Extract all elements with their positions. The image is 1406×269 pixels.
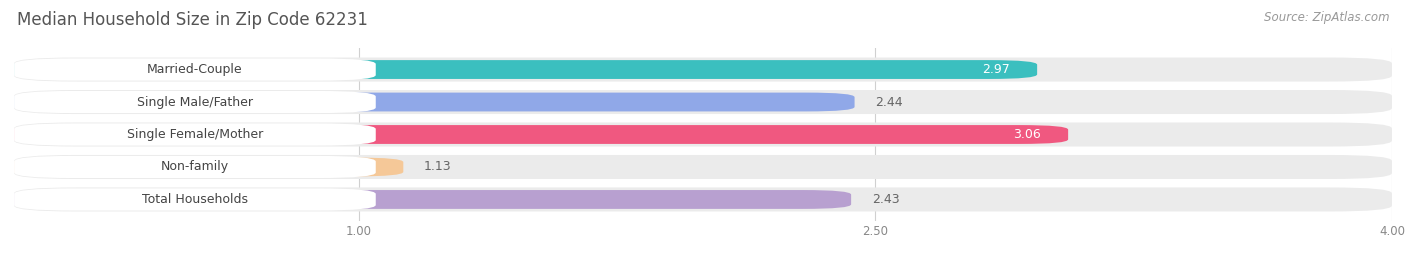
Text: 3.06: 3.06 — [1012, 128, 1040, 141]
FancyBboxPatch shape — [14, 123, 375, 146]
Text: 1.13: 1.13 — [425, 161, 451, 174]
FancyBboxPatch shape — [14, 58, 375, 81]
Text: 2.97: 2.97 — [981, 63, 1010, 76]
Text: Single Female/Mother: Single Female/Mother — [127, 128, 263, 141]
FancyBboxPatch shape — [14, 187, 1392, 211]
Text: 2.43: 2.43 — [872, 193, 900, 206]
FancyBboxPatch shape — [14, 125, 1069, 144]
Text: Total Households: Total Households — [142, 193, 247, 206]
FancyBboxPatch shape — [14, 158, 404, 176]
FancyBboxPatch shape — [14, 122, 1392, 147]
FancyBboxPatch shape — [14, 90, 1392, 114]
FancyBboxPatch shape — [14, 190, 851, 209]
Text: Median Household Size in Zip Code 62231: Median Household Size in Zip Code 62231 — [17, 11, 368, 29]
Text: Married-Couple: Married-Couple — [148, 63, 243, 76]
Text: Single Male/Father: Single Male/Father — [136, 95, 253, 108]
FancyBboxPatch shape — [14, 156, 375, 178]
FancyBboxPatch shape — [14, 60, 1038, 79]
Text: Source: ZipAtlas.com: Source: ZipAtlas.com — [1264, 11, 1389, 24]
Text: Non-family: Non-family — [160, 161, 229, 174]
FancyBboxPatch shape — [14, 155, 1392, 179]
FancyBboxPatch shape — [14, 58, 1392, 82]
FancyBboxPatch shape — [14, 91, 375, 113]
FancyBboxPatch shape — [14, 188, 375, 211]
FancyBboxPatch shape — [14, 93, 855, 111]
Text: 2.44: 2.44 — [875, 95, 903, 108]
